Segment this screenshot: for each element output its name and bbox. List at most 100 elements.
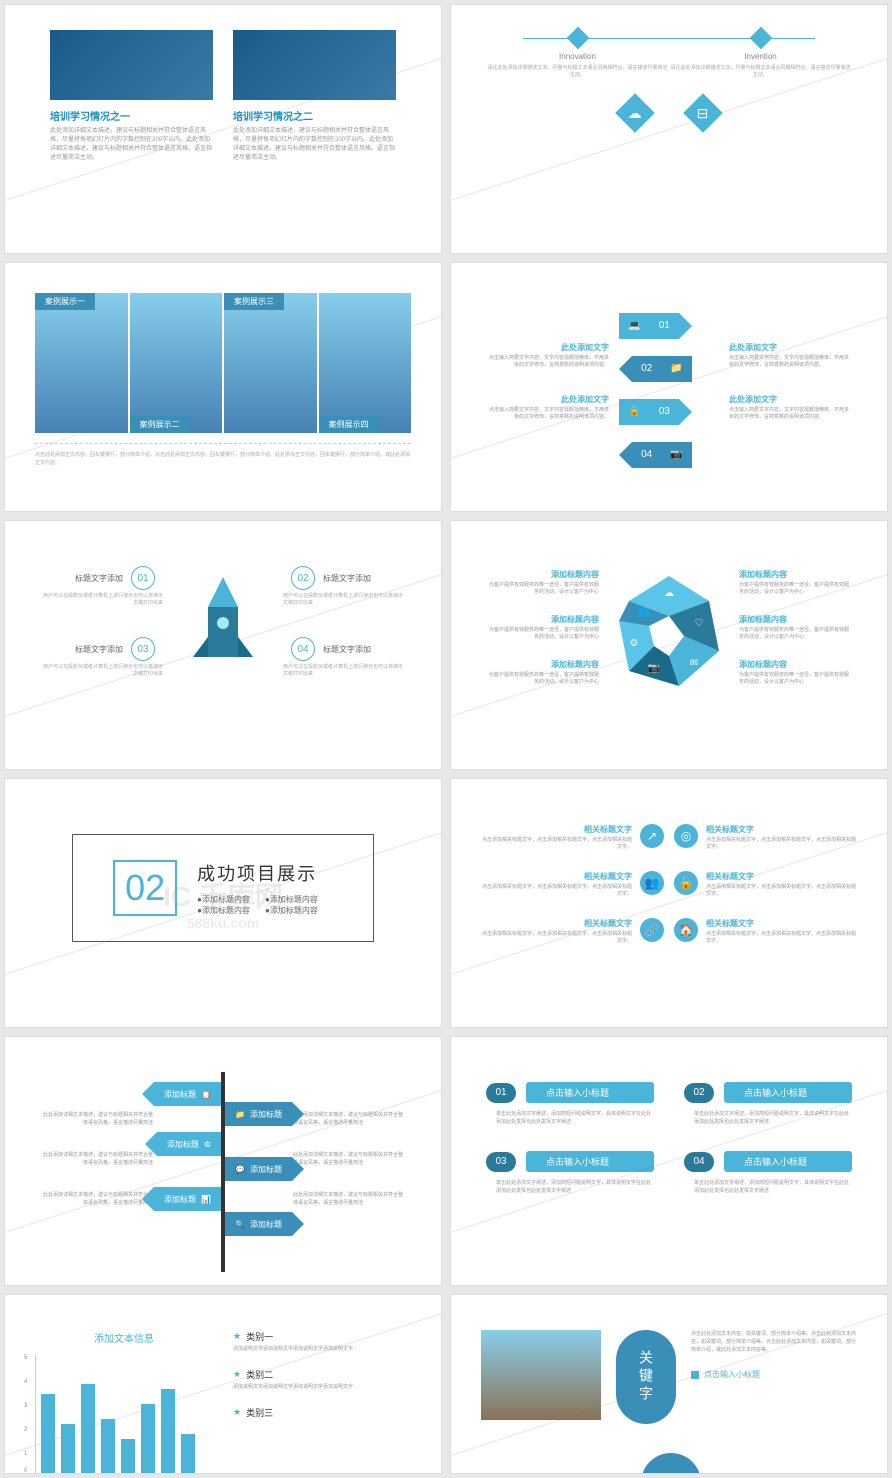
item-title: 相关标题文字 — [706, 824, 857, 835]
y-label: 4 — [24, 1379, 27, 1385]
item-title: 相关标题文字 — [706, 871, 857, 882]
item-text: 为客户提供有效服务的唯一途径，客户提供有效服务的活动，设计以客户为中心 — [739, 627, 852, 641]
slide-section-title: IC 千库网588ku.com 02 成功项目展示 ●添加标题内容●添加标题内容… — [4, 778, 442, 1028]
category-item: ★类别三 — [233, 1406, 411, 1419]
slide-cases: 案例展示一 案例展示二 案例展示三 案例展示四 点击此处添加正文内容，回车键换行… — [4, 262, 442, 512]
cat-title: 类别一 — [246, 1330, 273, 1343]
hex-item: 添加标题内容为客户提供有效服务的唯一途径，客户提供有效服务的活动，设计以客户为中… — [486, 569, 599, 596]
keyword-pill: 关键字 — [616, 1330, 676, 1424]
slide-icon-grid: ↗相关标题文字点击添加相关标题文字，点击添加相关标题文字，点击添加相关标题文字。… — [450, 778, 888, 1028]
rocket-item: 02标题文字添加用户可以在投影仪或者计算机上进行演示也可以将演示文稿打印出来 — [283, 566, 406, 607]
item-text: 点击输入简要文字内容，文字内容需概括精炼，不用多余的文字修饰，言简意赅的说明该项… — [486, 407, 609, 421]
case-tag: 案例展示一 — [35, 293, 95, 310]
item-text: 用户可以在投影仪或者计算机上进行演示也可以将演示文稿打印出来 — [40, 593, 163, 607]
slide-arrows: 此处添加文字点击输入简要文字内容，文字内容需概括精炼，不用多余的文字修饰，言简意… — [450, 262, 888, 512]
item-title: 相关标题文字 — [481, 918, 632, 929]
arrow-right-icon: 💻01 — [619, 313, 679, 339]
sign-left: 添加标题📋 — [154, 1082, 221, 1106]
sign-text: 此处添加详细文本描述，建议与标题相关并符合整体语言风格，语言描述尽量简洁 — [40, 1112, 153, 1127]
item-title: 添加标题内容 — [486, 614, 599, 625]
training-text: 此处添加详细文本描述，建议与标题相关并符合整体语言风格，尽量将每项幻灯片内的字数… — [233, 127, 396, 163]
sign-text: 此处添加详细文本描述，建议与标题相关并符合整体语言风格，语言描述尽量简洁 — [40, 1152, 153, 1167]
item-text: 点击添加相关标题文字，点击添加相关标题文字，点击添加相关标题文字。 — [481, 837, 632, 851]
item-title: 标题文字添加 — [323, 574, 371, 583]
keyword-image — [481, 1330, 601, 1420]
bar — [141, 1404, 155, 1474]
arrow-item: 此处添加文字点击输入简要文字内容，文字内容需概括精炼，不用多余的文字修饰，言简意… — [486, 394, 609, 421]
y-label: 0 — [24, 1468, 27, 1474]
target-icon: ◎ — [674, 824, 698, 848]
case-image — [35, 293, 128, 433]
arrow-num: 03 — [659, 406, 670, 417]
icon-item: 🔓 相关标题文字点击添加相关标题文字，点击添加相关标题文字，点击添加相关标题文字。 — [674, 871, 857, 898]
item-text: 点击输入简要文字内容，文字内容需概括精炼，不用多余的文字修饰，言简意赅的说明该项… — [729, 407, 852, 421]
home-icon: 🏠 — [674, 918, 698, 942]
hex-item: 添加标题内容为客户提供有效服务的唯一途径，客户提供有效服务的活动，设计以客户为中… — [486, 614, 599, 641]
arrow-left-icon: 04📷 — [632, 442, 692, 468]
item-title: 添加标题内容 — [739, 614, 852, 625]
signpost: 添加标题📋 📁添加标题 添加标题⚙ 💬添加标题 添加标题📊 🔍添加标题 — [153, 1072, 293, 1272]
training-title: 培训学习情况之二 — [233, 108, 396, 123]
item-text: 点击添加相关标题文字，点击添加相关标题文字，点击添加相关标题文字。 — [706, 884, 857, 898]
case-image — [319, 293, 412, 433]
item-text: 用户可以在投影仪或者计算机上进行演示也可以将演示文稿打印出来 — [283, 664, 406, 678]
rocket-item: 04标题文字添加用户可以在投影仪或者计算机上进行演示也可以将演示文稿打印出来 — [283, 637, 406, 678]
item-title: 相关标题文字 — [481, 824, 632, 835]
hex-item: 添加标题内容为客户提供有效服务的唯一途径，客户提供有效服务的活动，设计以客户为中… — [739, 659, 852, 686]
sub-text: 单击此处添加文字阐述，添加简短问题说明文字，具体说明文字在此处添加此处发挥也此处… — [684, 1111, 852, 1126]
diamond-icon — [749, 27, 772, 50]
case-col: 案例展示四 — [319, 293, 412, 433]
training-image — [50, 30, 213, 100]
arrow-left-icon: 02📁 — [632, 356, 692, 382]
icon-item: 👥相关标题文字点击添加相关标题文字，点击添加相关标题文字，点击添加相关标题文字。 — [481, 871, 664, 898]
training-item-1: 培训学习情况之一 此处添加详细文本描述，建议与标题相关并符合整体语言风格，尽量将… — [50, 30, 213, 163]
arrow-num: 02 — [641, 363, 652, 374]
node-label: Innovation — [486, 52, 669, 61]
star-icon: ★ — [233, 1331, 241, 1342]
icon-item: ◎相关标题文字点击添加相关标题文字，点击添加相关标题文字，点击添加相关标题文字。 — [674, 824, 857, 851]
case-col: 案例展示一 — [35, 293, 128, 433]
training-title: 培训学习情况之一 — [50, 108, 213, 123]
sub-title: 点击输入小标题 — [526, 1151, 654, 1172]
node-text: 请在此处添加详细描述文本，尽量与标题文本语言风格相符合，语言描述尽量简洁生动。 — [669, 65, 852, 79]
sub-num: 03 — [486, 1152, 516, 1172]
sign-right: 📁添加标题 — [225, 1102, 292, 1126]
sub-num: 01 — [486, 1083, 516, 1103]
arrow-item: 此处添加文字点击输入简要文字内容，文字内容需概括精炼，不用多余的文字修饰，言简意… — [729, 342, 852, 369]
y-label: 1 — [24, 1451, 27, 1457]
item-text: 为客户提供有效服务的唯一途径，客户提供有效服务的活动，设计以客户为中心 — [739, 582, 852, 596]
sub-title: 点击输入小标题 — [526, 1082, 654, 1103]
arrow-item: 此处添加文字点击输入简要文字内容，文字内容需概括精炼，不用多余的文字修饰，言简意… — [729, 394, 852, 421]
bar — [41, 1394, 55, 1474]
training-item-2: 培训学习情况之二 此处添加详细文本描述，建议与标题相关并符合整体语言风格，尽量将… — [233, 30, 396, 163]
section-number: 02 — [113, 860, 177, 916]
case-tag: 案例展示二 — [130, 416, 190, 433]
subtitle-item: 01点击输入小标题 单击此处添加文字阐述，添加简短问题说明文字，具体说明文字在此… — [486, 1082, 654, 1126]
link-icon: 🔗 — [640, 918, 664, 942]
category-item: ★类别一添加说明文字添加说明文字添加说明文字添加说明文字 — [233, 1330, 411, 1353]
sub-num: 02 — [684, 1083, 714, 1103]
item-text: 为客户提供有效服务的唯一途径，客户提供有效服务的活动，设计以客户为中心 — [486, 627, 599, 641]
slide-signpost: 此处添加详细文本描述，建议与标题相关并符合整体语言风格，语言描述尽量简洁 此处添… — [4, 1036, 442, 1286]
item-title: 相关标题文字 — [706, 918, 857, 929]
svg-text:♡: ♡ — [695, 618, 704, 629]
slide-keyword: 关键字 点击此处添加文本内容，如关键词、部分简单介绍等。点击此处添加文本内容，如… — [450, 1294, 888, 1474]
icon-item: ↗ 相关标题文字点击添加相关标题文字，点击添加相关标题文字，点击添加相关标题文字。 — [481, 824, 664, 851]
svg-text:📷: 📷 — [648, 663, 660, 674]
arrow-item: 此处添加文字点击输入简要文字内容，文字内容需概括精炼，不用多余的文字修饰，言简意… — [486, 342, 609, 369]
slide-hexagon: 添加标题内容为客户提供有效服务的唯一途径，客户提供有效服务的活动，设计以客户为中… — [450, 520, 888, 770]
arrow-num: 04 — [641, 449, 652, 460]
slide-training: 培训学习情况之一 此处添加详细文本描述，建议与标题相关并符合整体语言风格，尽量将… — [4, 4, 442, 254]
sub-title: 点击输入小标题 — [724, 1082, 852, 1103]
slide-innovation: Innovation 请在此处添加详细描述文本，尽量与标题文本语言风格相符合，语… — [450, 4, 888, 254]
share-icon: ↗ — [640, 824, 664, 848]
icon-item: 🔗相关标题文字点击添加相关标题文字，点击添加相关标题文字，点击添加相关标题文字。 — [481, 918, 664, 945]
timeline-node: Innovation 请在此处添加详细描述文本，尽量与标题文本语言风格相符合，语… — [486, 30, 669, 79]
item-title: 添加标题内容 — [739, 659, 852, 670]
lock-icon: 🔓 — [674, 871, 698, 895]
arrow-right-icon: 🔒03 — [619, 399, 679, 425]
sign-text: 此处添加详细文本描述，建议与标题相关并符合整体语言风格，语言描述尽量简洁 — [293, 1152, 406, 1167]
timeline-node: Invention 请在此处添加详细描述文本，尽量与标题文本语言风格相符合，语言… — [669, 30, 852, 79]
chart-title: 添加文本信息 — [35, 1330, 213, 1345]
slide-chart: 添加文本信息 5 4 3 2 1 0 ★类别一添加说明文字添加说明文字添加说明文… — [4, 1294, 442, 1474]
